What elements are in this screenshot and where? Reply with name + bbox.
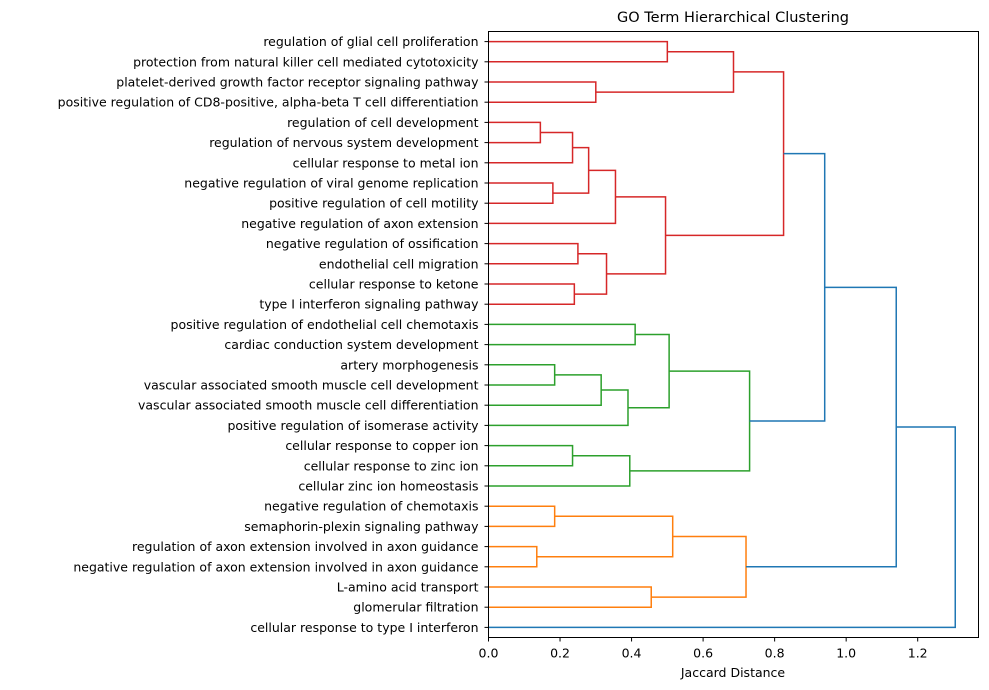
link-n10 <box>488 283 576 305</box>
leaf-label: cellular zinc ion homeostasis <box>298 479 478 494</box>
link-n19 <box>488 444 574 467</box>
link-n26 <box>488 586 652 608</box>
leaf-label: cellular response to copper ion <box>285 438 478 453</box>
x-axis: 0.0 0.2 0.4 0.6 0.8 1.0 1.2 <box>479 637 928 661</box>
link-n2 <box>488 81 597 103</box>
link-n29 <box>488 426 957 629</box>
leaf-labels: regulation of glial cell proliferation pr… <box>58 34 489 635</box>
leaf-label: regulation of nervous system development <box>209 135 478 150</box>
link-n28 <box>746 286 897 568</box>
leaf-label: semaphorin-plexin signaling pathway <box>244 519 479 534</box>
x-tick-label: 0.0 <box>479 646 499 661</box>
leaf-label: negative regulation of ossification <box>266 236 479 251</box>
link-n3 <box>595 50 735 93</box>
leaf-label: regulation of glial cell proliferation <box>263 34 478 49</box>
x-tick-label: 1.0 <box>836 646 856 661</box>
leaf-label: cardiac conduction system development <box>224 337 478 352</box>
x-tick-label: 0.2 <box>550 646 570 661</box>
link-n20 <box>488 454 631 487</box>
link-n16 <box>488 374 602 406</box>
leaf-label: negative regulation of chemotaxis <box>264 499 478 514</box>
leaf-label: cellular response to zinc ion <box>304 458 479 473</box>
x-tick-label: 0.6 <box>693 646 713 661</box>
link-n6 <box>488 182 554 204</box>
link-n23 <box>488 505 556 528</box>
leaf-label: artery morphogenesis <box>340 357 478 372</box>
link-n14 <box>488 323 636 346</box>
link-n9 <box>488 242 579 265</box>
leaf-label: negative regulation of viral genome repl… <box>184 176 478 191</box>
x-tick-label: 1.2 <box>908 646 928 661</box>
leaf-label: cellular response to ketone <box>309 277 479 292</box>
link-n22 <box>749 152 826 422</box>
leaf-label: positive regulation of cell motility <box>269 196 479 211</box>
link-n8 <box>488 169 617 225</box>
plot-frame <box>488 31 979 638</box>
link-n15 <box>488 364 556 386</box>
leaf-label: positive regulation of CD8-positive, alp… <box>58 95 479 110</box>
chart-title: GO Term Hierarchical Clustering <box>617 10 849 26</box>
leaf-label: protection from natural killer cell medi… <box>133 54 479 69</box>
leaf-label: cellular response to metal ion <box>293 155 479 170</box>
leaf-label: negative regulation of axon extension in… <box>73 559 478 574</box>
leaf-label: glomerular filtration <box>353 600 478 615</box>
leaf-label: type I interferon signaling pathway <box>259 297 479 312</box>
link-n11 <box>574 252 608 295</box>
leaf-label: regulation of cell development <box>287 115 479 130</box>
x-tick-label: 0.8 <box>765 646 785 661</box>
leaf-label: positive regulation of endothelial cell … <box>171 317 479 332</box>
x-axis-title: Jaccard Distance <box>680 665 786 680</box>
link-n21 <box>629 370 751 472</box>
link-n25 <box>536 515 674 558</box>
link-n13 <box>665 71 785 237</box>
leaf-label: vascular associated smooth muscle cell d… <box>144 378 479 393</box>
link-n5 <box>488 131 574 164</box>
link-n24 <box>488 545 538 568</box>
dendrogram-links <box>488 40 957 629</box>
leaf-label: cellular response to type I interferon <box>250 620 478 635</box>
link-n27 <box>651 535 747 598</box>
link-n1 <box>488 40 669 63</box>
leaf-label: positive regulation of isomerase activit… <box>227 418 479 433</box>
x-tick-label: 0.4 <box>622 646 642 661</box>
leaf-label: endothelial cell migration <box>319 256 479 271</box>
leaf-label: regulation of axon extension involved in… <box>132 539 479 554</box>
link-n7 <box>552 146 590 194</box>
link-n17 <box>488 389 629 427</box>
link-n4 <box>488 121 542 144</box>
leaf-label: vascular associated smooth muscle cell d… <box>138 398 479 413</box>
leaf-label: negative regulation of axon extension <box>241 216 478 231</box>
link-n18 <box>627 333 670 409</box>
leaf-label: platelet-derived growth factor receptor … <box>116 75 479 90</box>
leaf-label: L-amino acid transport <box>337 580 479 595</box>
